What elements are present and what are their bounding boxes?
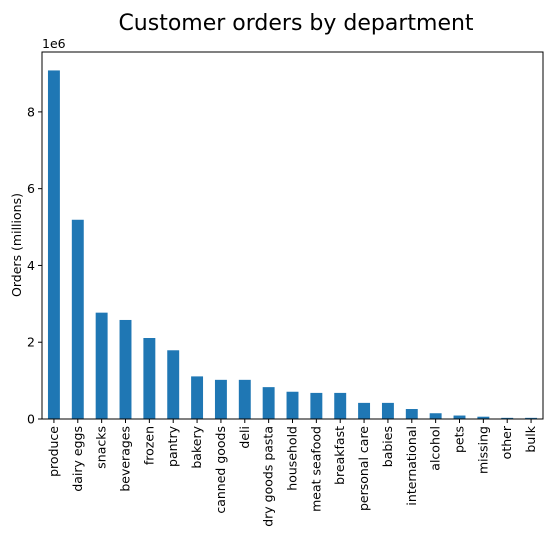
bar-produce: [47, 70, 60, 420]
bar-breakfast: [334, 392, 347, 419]
y-tick-label: 4: [27, 258, 35, 273]
x-tick-label: snacks: [94, 426, 109, 469]
bar-pantry: [167, 350, 180, 419]
bar-snacks: [95, 312, 108, 419]
x-tick-label: deli: [237, 426, 252, 449]
bar-bakery: [191, 376, 204, 419]
bars-group: [47, 70, 538, 420]
x-axis-ticks: produce dairy eggs snacks beverages frozen pa…: [46, 419, 538, 527]
bar-dairy-eggs: [71, 219, 84, 419]
x-tick-label: international: [404, 426, 419, 506]
x-tick-label: canned goods: [213, 426, 228, 514]
x-tick-label: other: [499, 425, 514, 459]
plot-area: 0 2 4 6 8 produce dairy eggs snacks beverages fr…: [27, 51, 544, 527]
x-tick-label: personal care: [356, 426, 371, 511]
bar-deli: [238, 379, 251, 419]
x-tick-label: alcohol: [428, 426, 443, 471]
bar-canned-goods: [214, 379, 227, 419]
x-tick-label: pets: [452, 426, 467, 453]
y-tick-label: 6: [27, 181, 35, 196]
x-tick-label: frozen: [141, 426, 156, 465]
x-tick-label: breakfast: [332, 426, 347, 485]
y-tick-label: 8: [27, 104, 35, 119]
bar-dry-goods-pasta: [262, 387, 275, 419]
x-tick-label: pantry: [165, 425, 180, 467]
x-tick-label: beverages: [118, 426, 133, 492]
bar-missing: [477, 416, 490, 419]
x-tick-label: produce: [46, 426, 61, 477]
bar-babies: [381, 402, 394, 419]
bar-bulk: [525, 417, 538, 419]
x-tick-label: dairy eggs: [70, 426, 85, 492]
x-tick-label: household: [285, 426, 300, 491]
y-axis-ticks: 0 2 4 6 8: [27, 104, 42, 427]
x-tick-label: dry goods pasta: [261, 426, 276, 527]
x-tick-label: bakery: [189, 425, 204, 468]
bar-household: [286, 391, 299, 419]
y-axis-label: Orders (millions): [9, 193, 24, 297]
y-axis-multiplier-label: 1e6: [42, 36, 66, 51]
y-tick-label: 0: [27, 412, 35, 427]
plot-frame: [41, 51, 544, 420]
bar-other: [501, 417, 514, 419]
x-tick-label: meat seafood: [308, 426, 323, 512]
bar-frozen: [143, 338, 156, 419]
x-tick-label: babies: [380, 426, 395, 467]
x-tick-label: bulk: [523, 425, 538, 452]
bar-personal-care: [358, 402, 371, 419]
chart-title: Customer orders by department: [118, 11, 473, 36]
bar-alcohol: [429, 413, 442, 419]
bar-meat-seafood: [310, 392, 323, 419]
bar-beverages: [119, 319, 132, 419]
bar-pets: [453, 415, 466, 419]
bar-international: [405, 409, 418, 419]
x-tick-label: missing: [475, 426, 490, 474]
y-tick-label: 2: [27, 335, 35, 350]
